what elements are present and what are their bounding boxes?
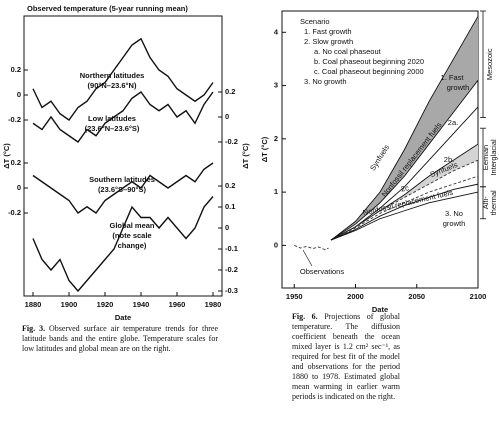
y-tick-label: 0.2 <box>225 181 235 190</box>
series-line <box>32 196 214 293</box>
y-tick-label: -0.2 <box>8 208 21 217</box>
series-line <box>330 79 479 241</box>
y-tick-label: 0 <box>225 112 229 121</box>
y-tick-label: 1 <box>274 187 278 196</box>
series-line <box>330 159 479 241</box>
y-tick-label: 0.1 <box>225 202 235 211</box>
y2-axis-label: ΔT (°C) <box>241 143 250 169</box>
legend-title: Scenario <box>300 17 330 26</box>
series-line <box>330 175 479 241</box>
leader-line <box>302 249 313 267</box>
y-tick-label: 0.2 <box>225 87 235 96</box>
legend-item: a. No coal phaseout <box>314 47 382 56</box>
y-tick-label: 3 <box>274 81 278 90</box>
y-tick-label: 0 <box>225 223 229 232</box>
x-tick-label: 2000 <box>347 292 364 301</box>
series-line <box>330 16 479 241</box>
legend-item: 1. Fast growth <box>304 27 352 36</box>
y-tick-label: -0.3 <box>225 286 238 295</box>
annotation: 2b. <box>444 155 454 164</box>
annotation: 3. No <box>445 209 463 218</box>
y-tick-label: -0.1 <box>225 244 238 253</box>
series-line <box>294 244 329 251</box>
annotation: Synfuels <box>368 143 391 172</box>
y-tick-label: 0 <box>17 90 21 99</box>
series-label: Northern latitudes <box>80 71 145 80</box>
x-tick-label: 1880 <box>25 300 42 309</box>
caption-label: Fig. 6. <box>292 312 318 321</box>
range-label: Interglacial <box>489 139 498 176</box>
x-tick-label: 1950 <box>286 292 303 301</box>
x-axis-label: Date <box>372 305 388 314</box>
x-tick-label: 1940 <box>133 300 150 309</box>
y-tick-label: 0 <box>17 183 21 192</box>
annotation: Observations <box>300 267 344 276</box>
y-tick-label: -0.2 <box>225 137 238 146</box>
series-line <box>330 183 479 241</box>
series-label: Southern latitudes <box>89 175 155 184</box>
series-note: (23.6°S–90°S) <box>98 185 147 194</box>
legend-item: 3. No growth <box>304 77 347 86</box>
series-note: change) <box>118 241 147 250</box>
series-line <box>32 162 214 214</box>
annotation: growth <box>443 219 466 228</box>
y-tick-label: -0.2 <box>225 265 238 274</box>
y-axis-label: ΔT (°C) <box>2 143 11 169</box>
series-note: (90°N–23.6°N) <box>88 81 137 90</box>
y-tick-label: 4 <box>274 27 279 36</box>
y-tick-label: 0.2 <box>11 65 21 74</box>
series-line <box>330 191 479 241</box>
y-tick-label: -0.2 <box>8 115 21 124</box>
caption-fig3: Fig. 3. Observed surface air temperature… <box>22 324 218 354</box>
x-tick-label: 1900 <box>61 300 78 309</box>
range-label: thermal <box>489 190 498 215</box>
caption-text: Observed surface air temperature trends … <box>22 324 218 353</box>
y-tick-label: 2 <box>274 134 278 143</box>
range-label: Eemian <box>481 145 490 170</box>
annotation: 1. Fast <box>441 73 465 82</box>
series-line <box>32 91 214 143</box>
y-tick-label: 0 <box>274 240 278 249</box>
legend-item: c. Coal phaseout beginning 2000 <box>314 67 424 76</box>
y-axis-label: ΔT (°C) <box>260 136 269 162</box>
x-tick-label: 2100 <box>470 292 487 301</box>
chart-title: Observed temperature (5-year running mea… <box>27 4 188 13</box>
series-label: Global mean <box>109 221 154 230</box>
caption-text: Projections of global temperature. The d… <box>292 312 401 401</box>
series-line <box>32 37 214 121</box>
plot-frame <box>23 15 223 297</box>
x-tick-label: 1920 <box>97 300 114 309</box>
series-note: (23.6°N–23.6°S) <box>85 124 140 133</box>
range-label: Alti- <box>481 196 490 209</box>
x-axis-label: Date <box>115 313 131 322</box>
annotation: 2c <box>400 183 410 193</box>
x-tick-label: 2050 <box>408 292 425 301</box>
legend-item: 2. Slow growth <box>304 37 353 46</box>
caption-label: Fig. 3. <box>22 324 46 333</box>
annotation: Nonfossil replacement fuels <box>380 120 444 198</box>
series-note: (note scale <box>112 231 151 240</box>
series-label: Low latitudes <box>88 114 136 123</box>
x-tick-label: 1960 <box>169 300 186 309</box>
y-tick-label: 0.2 <box>11 158 21 167</box>
caption-fig6: Fig. 6. Projections of global temperatur… <box>292 312 400 402</box>
legend-item: b. Coal phaseout beginning 2020 <box>314 57 424 66</box>
annotation: growth <box>447 83 470 92</box>
x-tick-label: 1980 <box>205 300 222 309</box>
range-label: Mesozoic <box>485 48 494 80</box>
annotation: 2a. <box>448 118 458 127</box>
